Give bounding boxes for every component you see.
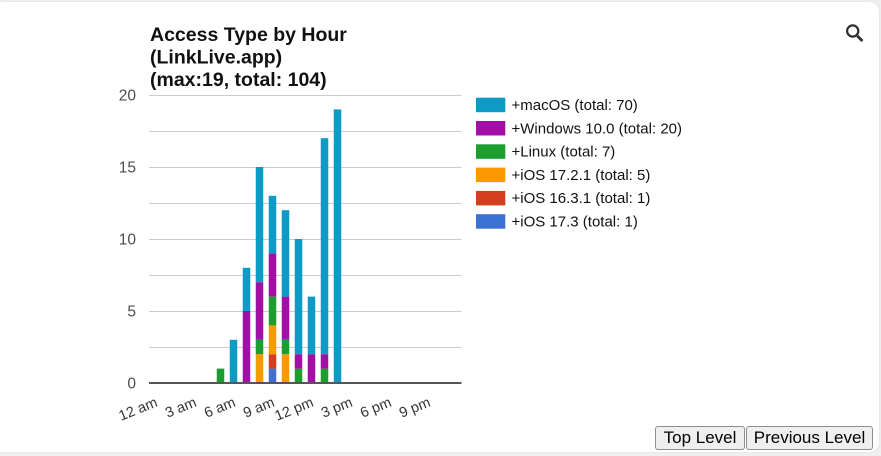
svg-text:20: 20 [119,88,137,105]
svg-text:10: 10 [119,232,137,249]
svg-text:12 pm: 12 pm [273,395,316,425]
svg-text:Access Type by Hour: Access Type by Hour [150,24,347,46]
svg-text:+iOS 17.2.1 (total: 5): +iOS 17.2.1 (total: 5) [512,167,651,184]
svg-text:+iOS 16.3.1 (total: 1): +iOS 16.3.1 (total: 1) [512,190,651,207]
svg-text:(LinkLive.app): (LinkLive.app) [150,47,282,69]
svg-text:9 am: 9 am [241,395,277,422]
svg-text:3 am: 3 am [163,395,199,422]
svg-text:9 pm: 9 pm [397,395,433,422]
svg-text:+iOS 17.3 (total: 1): +iOS 17.3 (total: 1) [512,214,638,231]
svg-text:6 am: 6 am [202,395,238,422]
svg-text:3 pm: 3 pm [319,395,355,422]
svg-text:0: 0 [127,376,136,393]
svg-text:12 am: 12 am [117,395,160,425]
svg-text:(max:19, total: 104): (max:19, total: 104) [150,69,327,91]
svg-text:15: 15 [119,160,136,177]
svg-text:6 pm: 6 pm [358,395,394,422]
svg-text:+macOS (total: 70): +macOS (total: 70) [512,97,638,114]
svg-text:+Linux (total: 7): +Linux (total: 7) [512,144,616,161]
svg-text:+Windows 10.0 (total: 20): +Windows 10.0 (total: 20) [512,120,683,137]
svg-text:5: 5 [127,304,136,321]
